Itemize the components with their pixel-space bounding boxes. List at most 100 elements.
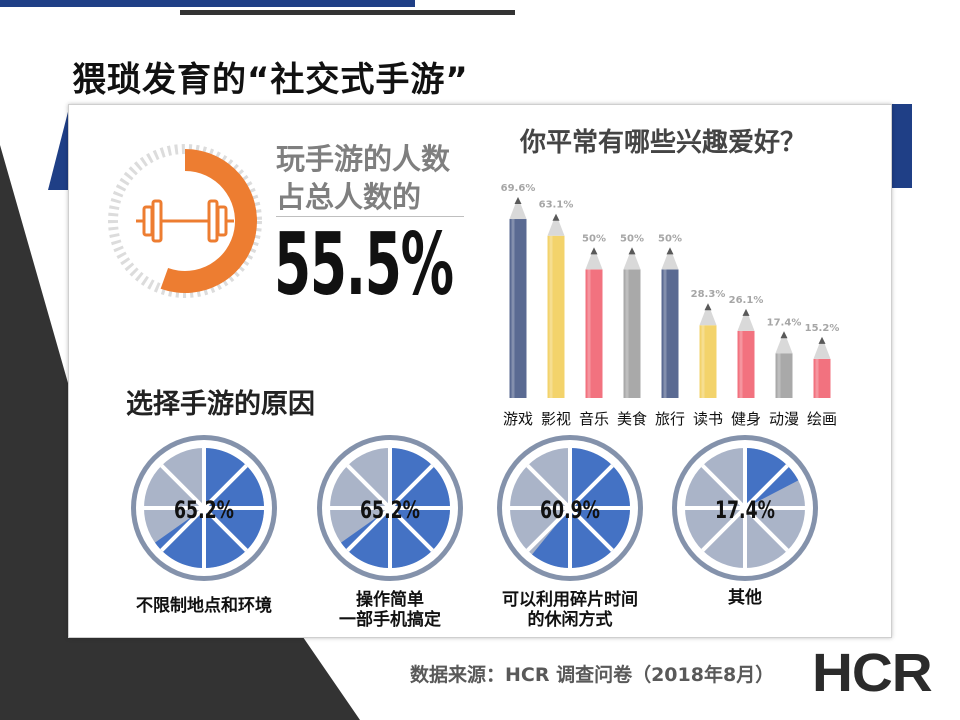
pencil-highlight: [587, 269, 591, 398]
wheel-spoke: [743, 506, 789, 552]
pencil-body: [775, 353, 793, 398]
pencil-body: [737, 330, 755, 398]
wheel-spoke: [568, 506, 614, 552]
reason-label-line: 其他: [728, 588, 762, 608]
hobby-value-label: 63.1%: [539, 200, 574, 211]
pencil-body: [547, 235, 565, 398]
pencil-tip: [585, 247, 603, 270]
hobby-bar: [509, 197, 527, 398]
donut-text-line1: 玩手游的人数: [276, 142, 451, 176]
hobby-value-label: 15.2%: [805, 323, 840, 334]
hobby-value-label: 69.6%: [501, 183, 536, 194]
hobby-category-label: 影视: [541, 410, 571, 428]
pencil-body: [813, 358, 831, 398]
reason-label-line: 操作简单: [356, 590, 424, 610]
pencil-body: [585, 269, 603, 398]
hobby-bar: [585, 247, 603, 398]
wheel-spoke: [388, 464, 434, 510]
pencil-lead: [514, 197, 522, 205]
wheel-value-label: 60.9%: [540, 496, 600, 524]
hobby-bar: [623, 247, 641, 398]
pencil-lead: [742, 308, 750, 316]
hobby-value-label: 28.3%: [691, 289, 726, 300]
pencil-lead: [818, 336, 826, 344]
hobby-bar: [737, 308, 755, 398]
dumbbell-right-inner: [207, 199, 219, 243]
hobby-bar: [813, 336, 831, 398]
pencil-tip: [813, 336, 831, 359]
hobby-value-label: 50%: [658, 233, 682, 244]
dumbbell-left-outer: [142, 205, 154, 237]
donut-text-line2: 占总人数的: [276, 180, 422, 214]
top-accent-line: [180, 10, 515, 15]
hobby-category-label: 音乐: [579, 410, 609, 428]
hobby-category-label: 健身: [731, 410, 761, 428]
pencil-body: [661, 269, 679, 398]
reasons-title: 选择手游的原因: [126, 389, 315, 420]
pencil-body: [509, 219, 527, 398]
reason-wheel: 17.4%: [672, 435, 818, 581]
hobby-category-label: 读书: [693, 410, 723, 428]
reason-label-line: 不限制地点和环境: [136, 596, 272, 616]
reason-label: 操作简单 一部手机搞定: [300, 590, 480, 631]
pencil-body: [699, 325, 717, 398]
pencil-highlight: [511, 219, 515, 398]
hobby-bar: [547, 213, 565, 398]
wheel-spoke: [160, 464, 206, 510]
donut-value-arc: [160, 149, 257, 293]
pencil-tip: [623, 247, 641, 270]
pencil-tip: [547, 213, 565, 236]
wheel-spoke: [388, 506, 434, 552]
donut-chart: [108, 144, 262, 298]
dumbbell-left-inner: [151, 199, 163, 243]
reason-wheel-charts: 65.2% 65.2% 60.9% 17.4%: [131, 435, 818, 581]
source-note: 数据来源：HCR 调查问卷（2018年8月）: [410, 664, 775, 686]
dumbbell-right-outer: [216, 205, 228, 237]
wheel-value-label: 65.2%: [174, 496, 234, 524]
navy-right-tab: [888, 104, 912, 188]
hobby-value-label: 50%: [582, 233, 606, 244]
hobby-bar: [775, 331, 793, 398]
wheel-spoke: [743, 464, 789, 510]
top-accent-bar: [0, 0, 415, 7]
reason-label-line: 可以利用碎片时间: [502, 590, 638, 610]
wheel-value-label: 65.2%: [360, 496, 420, 524]
pencil-lead: [628, 247, 636, 255]
dumbbell-icon: [136, 199, 234, 243]
pencil-lead: [780, 331, 788, 339]
wheel-spoke: [346, 506, 392, 552]
hobby-category-label: 美食: [617, 410, 647, 428]
hobby-value-label: 50%: [620, 233, 644, 244]
reason-label: 可以利用碎片时间 的休闲方式: [480, 590, 660, 631]
reason-label: 其他: [655, 588, 835, 608]
pencil-tip: [661, 247, 679, 270]
hobby-value-label: 26.1%: [729, 295, 764, 306]
pencil-highlight: [777, 353, 781, 398]
wheel-spoke: [346, 464, 392, 510]
pencil-tip: [509, 197, 527, 220]
hobby-value-label: 17.4%: [767, 317, 802, 328]
wheel-spoke: [568, 464, 614, 510]
reason-label-line: 一部手机搞定: [339, 610, 441, 631]
hobby-bar-chart: 69.6% 游戏 63.1% 影视 50% 音乐 50% 美食 50% 旅行 28.3% 读书 26.1…: [501, 183, 840, 428]
pencil-tip: [699, 303, 717, 326]
hobby-bar: [699, 303, 717, 398]
hobby-chart-title: 你平常有哪些兴趣爱好？: [520, 128, 807, 158]
pencil-highlight: [663, 269, 667, 398]
pencil-tip: [737, 308, 755, 331]
pencil-lead: [704, 303, 712, 311]
wheel-spoke: [202, 506, 248, 552]
hobby-category-label: 游戏: [503, 410, 533, 428]
wheel-spoke: [526, 506, 572, 552]
wheel-spoke: [202, 464, 248, 510]
pencil-highlight: [815, 358, 819, 398]
donut-divider: [276, 216, 464, 217]
wheel-spoke: [526, 464, 572, 510]
hobby-category-label: 旅行: [655, 410, 685, 428]
reason-wheel: 65.2%: [317, 435, 463, 581]
wheel-spoke: [160, 506, 206, 552]
wheel-value-label: 17.4%: [715, 496, 775, 524]
pencil-tip: [775, 331, 793, 354]
navy-left-tab: [48, 104, 72, 190]
reason-label-line: 的休闲方式: [527, 610, 613, 631]
